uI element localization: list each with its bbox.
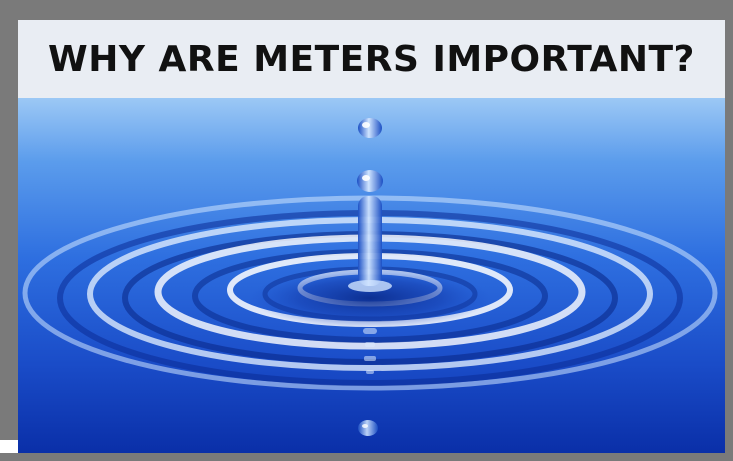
title-bar: WHY ARE METERS IMPORTANT?	[18, 20, 725, 98]
frame-bottom-border	[0, 453, 733, 461]
slide-title: WHY ARE METERS IMPORTANT?	[48, 38, 695, 80]
frame-left-border	[0, 0, 18, 440]
frame-right-border	[725, 0, 733, 461]
water-droplet-ripple-icon	[18, 98, 725, 453]
frame-top-border	[0, 0, 733, 20]
